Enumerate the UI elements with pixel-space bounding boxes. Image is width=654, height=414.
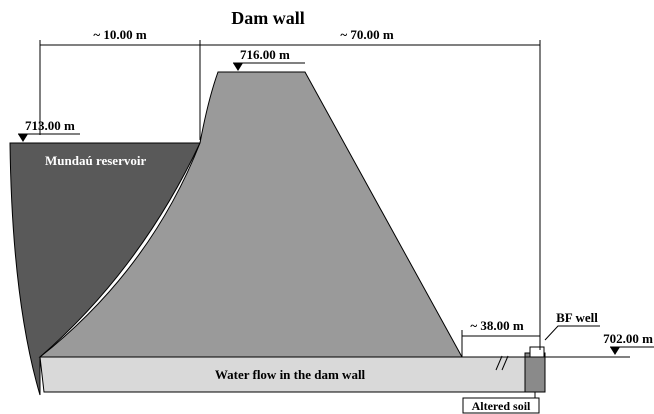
well-leader [544,325,600,341]
dimension: ~ 38.00 m [470,318,524,333]
title: Dam wall [231,8,305,28]
altered-soil [524,352,546,393]
elevation-underlines [18,62,654,348]
flow-layer [39,356,526,393]
break-mark [495,355,509,371]
bf-well [529,346,545,358]
dimension: ~ 10.00 m [93,27,147,42]
soil-label: Altered soil [472,399,531,413]
reservoir-label: Mundaú reservoir [45,153,146,168]
well-label: BF well [556,310,598,325]
elevation: 702.00 m [603,331,653,346]
elevation: 716.00 m [240,47,290,62]
flow-label: Water flow in the dam wall [215,367,366,382]
soil-label-box [462,397,540,414]
dimension-lines [39,40,541,357]
dimension: ~ 70.00 m [340,27,394,42]
elevation: 713.00 m [25,118,75,133]
dam-body [38,71,463,358]
